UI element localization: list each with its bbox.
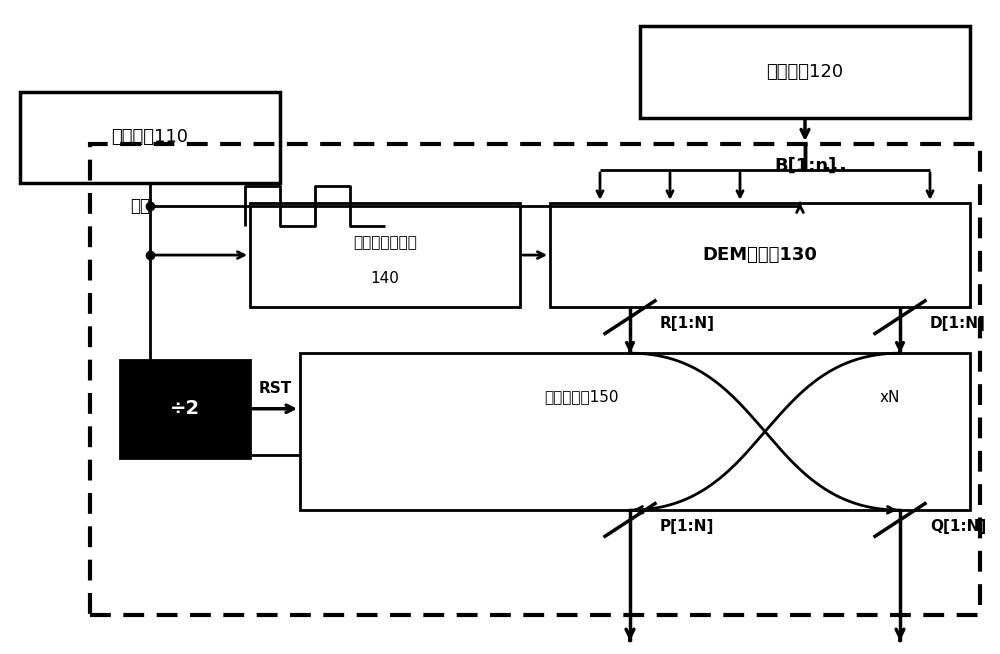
Text: xN: xN	[879, 390, 900, 405]
Bar	[550, 203, 970, 307]
Text: D[1:N]: D[1:N]	[930, 317, 986, 331]
Text: P[1:N]: P[1:N]	[660, 519, 714, 534]
Text: 时钟模块110: 时钟模块110	[112, 128, 188, 146]
Text: 多路选择器150: 多路选择器150	[544, 390, 619, 405]
Text: 伪随机数生成器: 伪随机数生成器	[353, 235, 417, 250]
Bar	[250, 203, 520, 307]
Text: B[1:n]: B[1:n]	[774, 157, 836, 175]
Bar	[90, 144, 980, 615]
Text: Q[1:N]: Q[1:N]	[930, 519, 986, 534]
Text: ÷2: ÷2	[170, 399, 200, 419]
Text: 输入模块120: 输入模块120	[766, 63, 844, 81]
Text: DEM编码器130: DEM编码器130	[703, 246, 817, 264]
Bar	[120, 360, 250, 458]
Text: RST: RST	[258, 381, 292, 396]
Bar	[20, 92, 280, 183]
Text: 时钟: 时钟	[130, 197, 150, 215]
Text: R[1:N]: R[1:N]	[660, 317, 715, 331]
Bar	[300, 353, 970, 510]
Text: ···: ···	[822, 160, 848, 180]
Text: 140: 140	[371, 271, 399, 286]
Bar	[640, 26, 970, 118]
